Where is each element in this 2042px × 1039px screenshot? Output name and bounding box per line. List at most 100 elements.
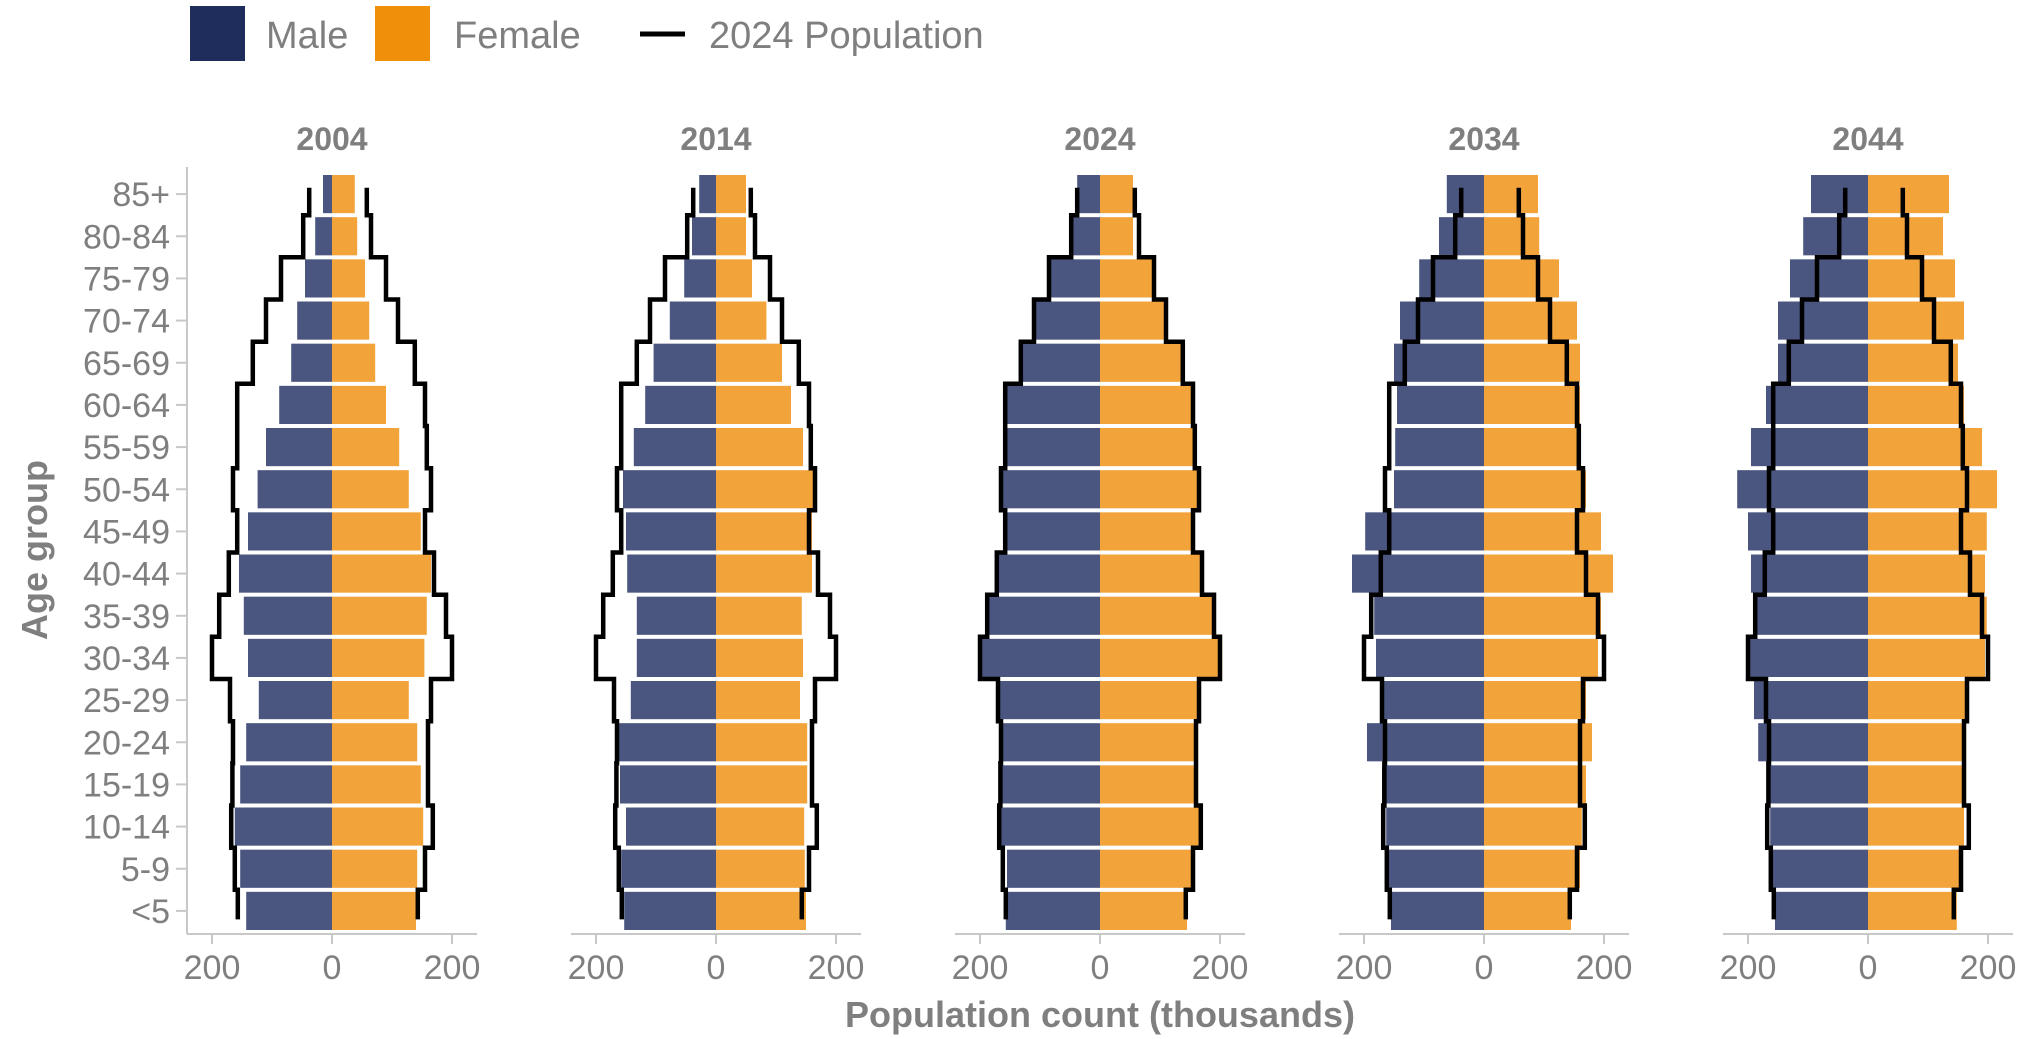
male-bar	[624, 891, 716, 930]
panel-title: 2014	[680, 121, 751, 157]
panel-2024: 2024 200 0 200	[952, 121, 1249, 987]
female-bar	[716, 428, 803, 467]
male-bar	[266, 428, 332, 467]
female-bar	[332, 259, 365, 298]
female-bar	[1484, 259, 1559, 298]
male-bar	[248, 512, 332, 551]
female-bar	[1868, 301, 1964, 340]
female-bar	[716, 175, 746, 214]
panel-2014: 2014 200 0 200	[568, 121, 865, 987]
age-tick-label: <5	[131, 893, 170, 931]
age-tick-label: 35-39	[83, 598, 170, 636]
age-tick-label: 30-34	[83, 640, 170, 678]
male-bar	[1394, 470, 1484, 509]
male-bar	[248, 638, 332, 677]
female-bar	[1100, 343, 1183, 382]
age-tick-label: 60-64	[83, 387, 170, 425]
age-tick-label: 40-44	[83, 556, 170, 594]
female-bar	[716, 849, 805, 888]
male-bar	[1778, 343, 1868, 382]
male-bar	[1790, 259, 1868, 298]
age-tick-label: 65-69	[83, 345, 170, 383]
female-bar	[1484, 807, 1582, 846]
male-bar	[1751, 554, 1868, 593]
male-bar	[1754, 681, 1868, 720]
female-bar	[716, 807, 805, 846]
male-bar	[1391, 891, 1484, 930]
female-bar	[1484, 723, 1592, 762]
female-bar	[332, 343, 376, 382]
female-bar	[1484, 554, 1613, 593]
x-tick-label: 0	[1475, 949, 1494, 987]
male-bar	[1446, 175, 1484, 214]
male-bar	[645, 385, 716, 424]
male-bar	[699, 175, 716, 214]
x-tick-label: 0	[1859, 949, 1878, 987]
male-bar	[1778, 301, 1868, 340]
male-bar	[1007, 428, 1100, 467]
male-bar	[1007, 849, 1100, 888]
x-tick-label: 200	[952, 949, 1009, 987]
male-bar	[1071, 217, 1100, 256]
male-bar	[1751, 428, 1868, 467]
male-bar	[246, 723, 332, 762]
panel-title: 2024	[1064, 121, 1135, 157]
male-bar	[1388, 849, 1484, 888]
female-bar	[332, 596, 427, 635]
male-bar	[636, 638, 716, 677]
female-bar	[716, 512, 812, 551]
female-bar	[716, 217, 746, 256]
female-bar	[1484, 428, 1580, 467]
male-bar	[980, 638, 1100, 677]
male-bar	[1386, 807, 1484, 846]
male-bar	[1439, 217, 1484, 256]
x-tick-label: 200	[1192, 949, 1249, 987]
male-bar	[1077, 175, 1100, 214]
female-bar	[332, 217, 358, 256]
reference-line-female	[748, 187, 839, 920]
female-bar	[332, 849, 418, 888]
female-bar	[1484, 175, 1538, 214]
age-tick-label: 15-19	[83, 766, 170, 804]
female-bar	[332, 554, 431, 593]
female-bar	[332, 470, 409, 509]
age-tick-label: 45-49	[83, 513, 170, 551]
male-bar	[323, 175, 332, 214]
female-bar	[1484, 512, 1601, 551]
male-bar	[1803, 217, 1868, 256]
female-bar	[1100, 638, 1220, 677]
male-bar	[1772, 849, 1868, 888]
female-bar	[1868, 470, 1997, 509]
legend-male-label: Male	[266, 15, 348, 57]
x-tick-label: 200	[184, 949, 241, 987]
male-bar	[1775, 891, 1868, 930]
male-bar	[1395, 428, 1484, 467]
female-bar	[1868, 638, 1985, 677]
female-bar	[716, 385, 791, 424]
female-bar	[716, 470, 817, 509]
female-bar	[1868, 596, 1987, 635]
x-tick-label: 200	[1336, 949, 1393, 987]
female-bar	[332, 891, 416, 930]
male-bar	[1754, 596, 1868, 635]
male-bar	[246, 891, 332, 930]
panel-2004: 2004 200 0 200	[184, 121, 481, 987]
reference-line-male	[977, 187, 1080, 920]
female-bar	[1868, 807, 1964, 846]
age-tick-label: 50-54	[83, 471, 170, 509]
female-bar	[1868, 554, 1985, 593]
male-bar	[627, 554, 716, 593]
male-bar	[243, 596, 332, 635]
female-bar	[1100, 428, 1193, 467]
male-bar	[1382, 681, 1484, 720]
male-bar	[1737, 470, 1868, 509]
x-tick-label: 200	[1720, 949, 1777, 987]
female-bar	[332, 638, 425, 677]
legend-male-swatch	[190, 6, 245, 61]
female-bar	[1868, 681, 1967, 720]
female-bar	[1100, 259, 1153, 298]
male-bar	[626, 512, 716, 551]
female-bar	[1868, 512, 1987, 551]
male-bar	[623, 470, 716, 509]
x-tick-label: 200	[568, 949, 625, 987]
